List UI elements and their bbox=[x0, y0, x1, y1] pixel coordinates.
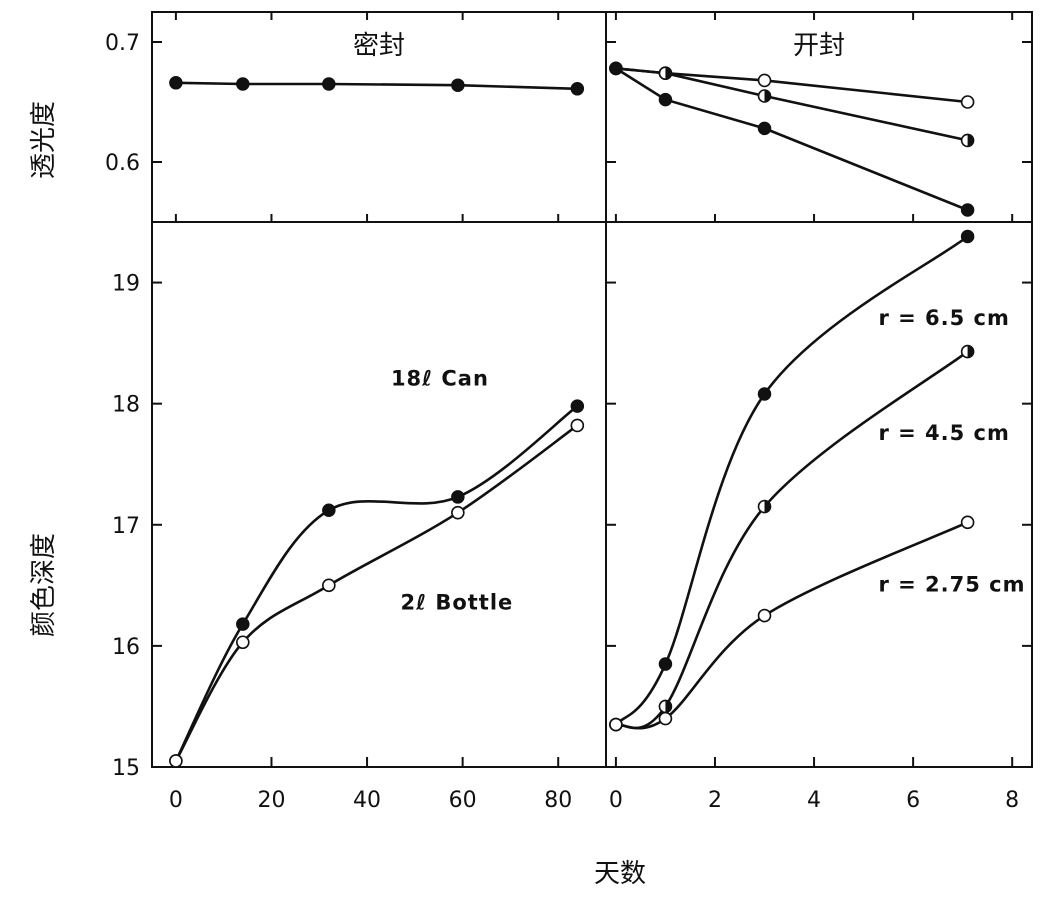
data-point-p1-s0-3 bbox=[960, 95, 975, 109]
y-tick-label-p0-0: 0.6 bbox=[105, 151, 140, 176]
y-tick-label-p2-2: 17 bbox=[112, 514, 140, 539]
data-point-p0-s0-0 bbox=[169, 76, 183, 90]
plot-border bbox=[151, 11, 1033, 768]
y-tick-label-p0-1: 0.7 bbox=[105, 31, 140, 56]
series-line-p1-s2 bbox=[615, 67, 969, 212]
data-point-p2-s1-3 bbox=[451, 505, 465, 520]
x-tick-label-p2-0: 0 bbox=[169, 788, 183, 813]
data-point-p2-s0-2 bbox=[322, 503, 336, 517]
data-point-p2-s0-4 bbox=[570, 399, 585, 413]
data-point-p1-s0-2 bbox=[757, 73, 772, 88]
chart-frame bbox=[151, 11, 1033, 768]
series-line-p3-s2 bbox=[615, 521, 969, 730]
data-point-p2-s1-2 bbox=[322, 578, 336, 593]
y-tick-label-p2-4: 19 bbox=[112, 272, 140, 297]
data-point-p3-s1-1 bbox=[658, 699, 673, 714]
y-tick-label-p2-3: 18 bbox=[112, 393, 140, 418]
series-line-p3-s1 bbox=[615, 350, 969, 730]
annotation-p3-1: r = 4.5 cm bbox=[878, 421, 1009, 445]
data-point-p1-s2-0 bbox=[609, 61, 623, 76]
data-point-p0-s0-3 bbox=[451, 78, 465, 92]
data-point-p2-s1-1 bbox=[236, 635, 250, 650]
series-line-p2-s1 bbox=[174, 424, 579, 762]
x-tick-label-p3-0: 0 bbox=[609, 788, 623, 813]
data-point-p0-s0-1 bbox=[236, 77, 250, 91]
data-point-p3-s2-2 bbox=[757, 608, 772, 623]
annotation-p3-0: r = 6.5 cm bbox=[878, 306, 1009, 330]
data-point-p1-s1-1 bbox=[658, 66, 673, 80]
x-tick-label-p2-2: 40 bbox=[353, 788, 381, 813]
x-tick-label-p3-2: 4 bbox=[807, 788, 821, 813]
data-point-p3-s1-2 bbox=[757, 499, 772, 514]
data-point-p0-s0-4 bbox=[570, 82, 585, 96]
data-point-p3-s2-0 bbox=[609, 717, 623, 732]
data-point-p2-s0-1 bbox=[236, 617, 250, 631]
data-point-p2-s0-3 bbox=[451, 490, 465, 504]
panel-title-p1: 开封 bbox=[793, 31, 845, 61]
x-tick-label-p3-1: 2 bbox=[708, 788, 722, 813]
data-point-p1-s2-3 bbox=[960, 203, 975, 217]
y-axis-label-transmittance: 透光度 bbox=[29, 101, 59, 179]
data-point-p2-s1-0 bbox=[169, 754, 183, 768]
x-axis-label-days: 天数 bbox=[594, 859, 646, 889]
x-tick-label-p2-4: 80 bbox=[544, 788, 572, 813]
data-point-p3-s0-2 bbox=[757, 387, 772, 401]
data-point-p2-s1-4 bbox=[570, 418, 585, 433]
data-point-p1-s2-1 bbox=[658, 92, 673, 107]
panel-title-p0: 密封 bbox=[353, 31, 405, 61]
data-point-p1-s1-3 bbox=[960, 133, 975, 148]
data-point-p3-s0-1 bbox=[658, 657, 673, 671]
y-tick-label-p2-1: 16 bbox=[112, 635, 140, 660]
annotation-p2-0: 18ℓ Can bbox=[391, 367, 489, 391]
data-point-p3-s2-3 bbox=[960, 515, 975, 530]
y-tick-label-p2-0: 15 bbox=[112, 756, 140, 781]
data-point-p1-s2-2 bbox=[757, 121, 772, 136]
series-line-p1-s1 bbox=[615, 67, 968, 142]
x-tick-label-p3-4: 8 bbox=[1005, 788, 1019, 813]
x-tick-label-p2-1: 20 bbox=[257, 788, 285, 813]
x-tick-label-p2-3: 60 bbox=[449, 788, 477, 813]
data-point-p3-s2-1 bbox=[658, 711, 673, 726]
data-point-p3-s0-3 bbox=[960, 229, 975, 244]
annotation-p2-1: 2ℓ Bottle bbox=[401, 591, 514, 615]
data-point-p0-s0-2 bbox=[322, 77, 336, 91]
x-tick-label-p3-3: 6 bbox=[906, 788, 920, 813]
series-line-p2-s0 bbox=[174, 405, 579, 762]
annotation-p3-2: r = 2.75 cm bbox=[878, 572, 1025, 596]
data-point-p1-s1-2 bbox=[757, 89, 772, 103]
y-axis-label-color-depth: 颜色深度 bbox=[29, 533, 59, 637]
series-line-p3-s0 bbox=[614, 235, 969, 726]
data-point-p3-s1-3 bbox=[960, 344, 975, 359]
